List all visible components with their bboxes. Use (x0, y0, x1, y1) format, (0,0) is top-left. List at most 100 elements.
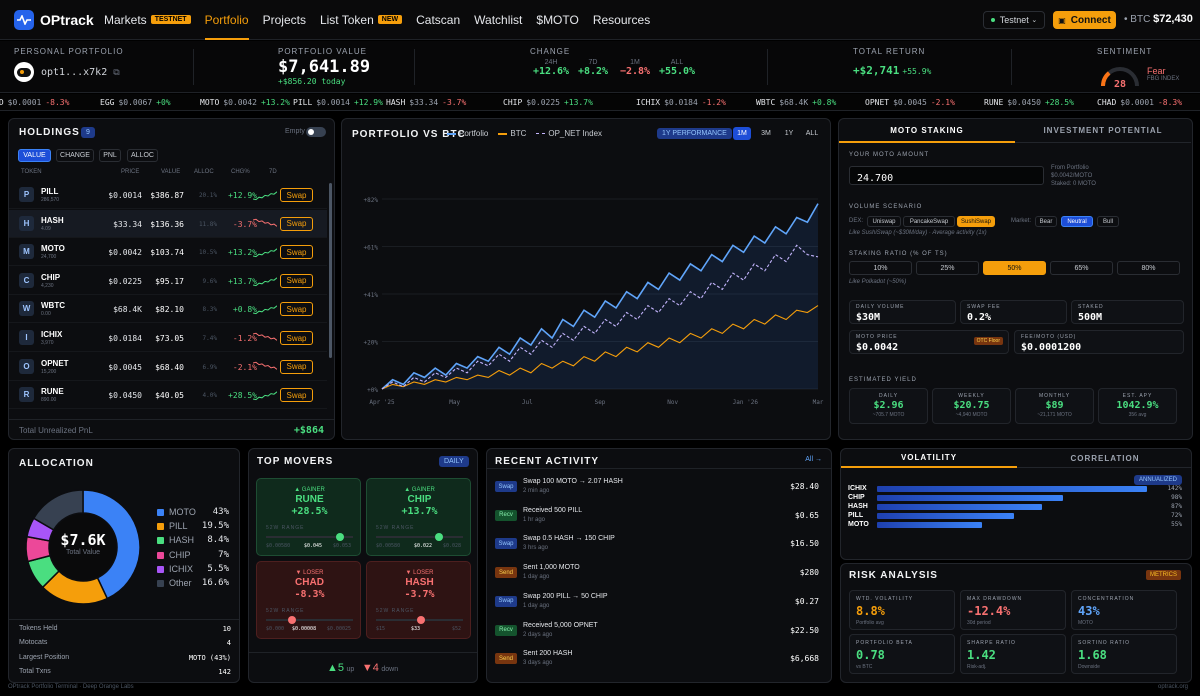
legend-swatch (157, 537, 164, 545)
holding-row-wbtc[interactable]: W WBTC 0.00 $68.4K $82.10 8.3% +0.8% Swap (9, 295, 327, 324)
swap-button[interactable]: Swap (280, 188, 313, 202)
activity-row[interactable]: Send Sent 200 HASH 3 days ago $6,668 (495, 650, 819, 679)
holdings-scrollbar[interactable] (329, 183, 332, 358)
sort-tab-pnl[interactable]: PNL (99, 149, 121, 162)
vol-bar (877, 522, 982, 528)
range-tab-3m[interactable]: 3M (761, 130, 771, 137)
holding-row-opnet[interactable]: O OPNET 15,200 $0.0045 $68.40 6.9% -2.1% Swap (9, 353, 327, 381)
swap-button[interactable]: Swap (280, 388, 313, 403)
copy-icon[interactable]: ⧉ (113, 66, 120, 77)
column-header[interactable]: ALLOC (194, 169, 214, 175)
nav-item-resources[interactable]: Resources (593, 0, 650, 40)
brand-logo[interactable]: OPtrack (14, 9, 104, 30)
market-option-neutral[interactable]: Neutral (1061, 216, 1093, 227)
nav-item-portfolio[interactable]: Portfolio (204, 0, 249, 40)
movers-badge[interactable]: DAILY (439, 456, 469, 467)
dex-option-pancakeswap[interactable]: PancakeSwap (903, 216, 955, 227)
nav-item-watchlist[interactable]: Watchlist (474, 0, 522, 40)
column-header[interactable]: CHG% (231, 169, 250, 175)
footer-link[interactable]: optrack.org (1157, 684, 1188, 690)
mover-card-chad[interactable]: ▼ LOSER CHAD -8.3% 52W RANGE $0.000 $0.00008 $… (256, 561, 361, 639)
swap-button[interactable]: Swap (280, 331, 313, 345)
activity-row[interactable]: Swap Swap 0.5 HASH → 150 CHIP 3 hrs ago $16… (495, 535, 819, 564)
ticker-item[interactable]: MOTO $0.0042 +13.2% (200, 98, 290, 107)
activity-row[interactable]: Recv Received 500 PILL 1 hr ago $0.65 (495, 507, 819, 536)
holding-row-rune[interactable]: R RUNE 890.00 $0.0450 $40.05 4.0% +28.5% Swap (9, 381, 327, 410)
holding-row-chip[interactable]: C CHIP 4,230 $0.0225 $95.17 9.6% +13.7% Swap (9, 267, 327, 295)
swap-button[interactable]: Swap (280, 216, 313, 231)
holding-row-hash[interactable]: H HASH 4.09 $33.34 $136.36 11.8% -3.7% Swap (9, 209, 327, 238)
legend-label: OP_NET Index (548, 129, 603, 138)
ratio-option[interactable]: 25% (916, 261, 979, 275)
dex-option-sushiswap[interactable]: SushiSwap (957, 216, 995, 227)
market-option-bull[interactable]: Bull (1097, 216, 1119, 227)
empty-toggle[interactable] (306, 127, 326, 137)
market-option-bear[interactable]: Bear (1035, 216, 1057, 227)
activity-row[interactable]: Send Sent 1,000 MOTO 1 day ago $280 (495, 564, 819, 593)
legend-pct: 19.5% (201, 521, 229, 532)
token-alloc: 6.9% (202, 363, 217, 371)
view-all-link[interactable]: All → (805, 456, 822, 463)
ratio-option[interactable]: 10% (849, 261, 912, 275)
nav-item-projects[interactable]: Projects (263, 0, 306, 40)
nav-item--moto[interactable]: $MOTO (536, 0, 578, 40)
swap-button[interactable]: Swap (280, 273, 313, 288)
swap-button[interactable]: Swap (280, 359, 313, 374)
sort-tab-change[interactable]: CHANGE (56, 149, 94, 162)
ticker-item[interactable]: CHAD $0.0001 -8.3% (1097, 98, 1182, 107)
moto-amount-input[interactable]: 24.700 (849, 166, 1044, 185)
column-header[interactable]: 7D (269, 169, 277, 175)
range-tab-1m[interactable]: 1M (733, 127, 751, 140)
ticker-item[interactable]: EGG $0.0067 +0% (100, 98, 171, 107)
nav-item-list-token[interactable]: List Token NEW (320, 0, 403, 40)
swap-button[interactable]: Swap (280, 302, 313, 317)
ticker-item[interactable]: ICHIX $0.0184 -1.2% (636, 98, 726, 107)
sort-tab-value[interactable]: VALUE (18, 149, 51, 162)
yield-label: EST. APY (1122, 393, 1153, 399)
activity-row[interactable]: Swap Swap 200 PILL → 50 CHIP 1 day ago $0.2… (495, 593, 819, 622)
holding-row-moto[interactable]: M MOTO 24,700 $0.0042 $103.74 10.5% +13.2% Swap (9, 238, 327, 267)
ticker-item[interactable]: HASH $33.34 -3.7% (386, 98, 466, 107)
ratio-option[interactable]: 50% (983, 261, 1046, 275)
return-value: +$2,741 (853, 64, 900, 77)
x-tick-label: Mar (813, 399, 824, 406)
connect-button[interactable]: ▣ Connect (1053, 11, 1116, 29)
holding-row-ichix[interactable]: I ICHIX 3,970 $0.0184 $73.05 7.4% -1.2% Swap (9, 324, 327, 352)
network-selector[interactable]: Testnet ⌄ (983, 11, 1045, 29)
staking-tab-0[interactable]: MOTO STAKING (839, 119, 1015, 143)
ticker-item[interactable]: CHIP $0.0225 +13.7% (503, 98, 593, 107)
mover-card-chip[interactable]: ▲ GAINER CHIP +13.7% 52W RANGE $0.00580 $0.02… (366, 478, 471, 556)
ticker-item[interactable]: AD$0.0001-8.3% (0, 98, 69, 107)
volatility-tab-0[interactable]: VOLATILITY (841, 449, 1017, 468)
perf-legend: Portfolio BTC OP_NET Index (447, 129, 612, 138)
range-tab-all[interactable]: ALL (805, 130, 819, 137)
column-header[interactable]: VALUE (161, 169, 181, 175)
holding-row-pill[interactable]: P PILL 286,570 $0.0014 $386.87 20.1% +12.9% Swa… (9, 181, 327, 209)
nav-item-markets[interactable]: Markets TESTNET (104, 0, 191, 40)
ticker-item[interactable]: PILL $0.0014 +12.9% (293, 98, 383, 107)
sort-tab-alloc[interactable]: ALLOC (127, 149, 158, 162)
risk-value: 1.68 (1078, 648, 1107, 662)
ratio-option[interactable]: 80% (1117, 261, 1180, 275)
nav-item-label: Projects (262, 12, 306, 27)
btc-label: BTC (1130, 14, 1151, 25)
dex-option-uniswap[interactable]: Uniswap (867, 216, 901, 227)
x-tick-label: Apr '25 (369, 399, 395, 406)
mover-card-rune[interactable]: ▲ GAINER RUNE +28.5% 52W RANGE $0.00580 $0.04… (256, 478, 361, 556)
range-tab-1y[interactable]: 1Y (784, 130, 794, 137)
ratio-option[interactable]: 65% (1050, 261, 1113, 275)
ticker-item[interactable]: RUNE $0.0450 +28.5% (984, 98, 1074, 107)
activity-row[interactable]: Recv Received 5,000 OPNET 2 days ago $22.50 (495, 622, 819, 651)
staking-tab-1[interactable]: INVESTMENT POTENTIAL (1015, 119, 1191, 143)
ticker-item[interactable]: WBTC $68.4K +0.8% (756, 98, 836, 107)
activity-row[interactable]: Swap Swap 100 MOTO → 2.07 HASH 2 min ago $2… (495, 478, 819, 507)
swap-button[interactable]: Swap (280, 245, 313, 260)
volatility-tab-1[interactable]: CORRELATION (1017, 449, 1191, 468)
column-header[interactable]: PRICE (121, 169, 140, 175)
change-period: ALL +55.0% (656, 59, 698, 77)
ticker-item[interactable]: OPNET $0.0045 -2.1% (865, 98, 955, 107)
mover-card-hash[interactable]: ▼ LOSER HASH -3.7% 52W RANGE $15 $33 $52 (366, 561, 471, 639)
nav-item-catscan[interactable]: Catscan (416, 0, 460, 40)
column-header[interactable]: TOKEN (21, 169, 42, 175)
legend-label: MOTO (169, 507, 196, 517)
